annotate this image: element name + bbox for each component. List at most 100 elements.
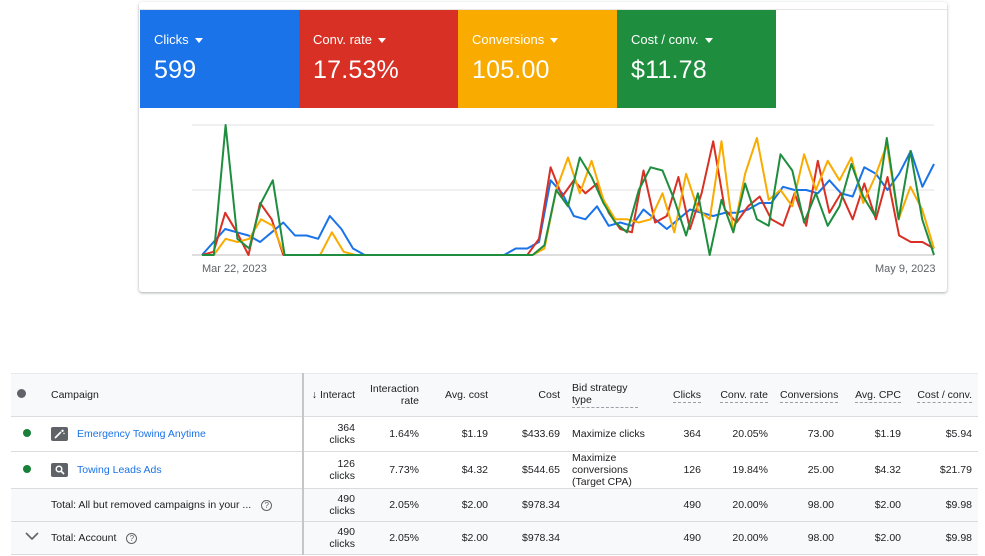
clicks-header[interactable]: Clicks bbox=[644, 373, 707, 417]
wand-icon bbox=[51, 427, 68, 441]
cell-value: 490 bbox=[337, 493, 355, 505]
status-header[interactable] bbox=[11, 373, 45, 417]
header-label: Clicks bbox=[673, 389, 701, 403]
metric-name: Cost / conv. bbox=[631, 32, 699, 47]
conversions-header[interactable]: Conversions bbox=[774, 373, 840, 417]
conversions-cell: 73.00 bbox=[774, 416, 840, 452]
total-label: Total: All but removed campaigns in your… bbox=[51, 499, 252, 511]
cost-cell: $544.65 bbox=[494, 451, 566, 489]
header-label: Interact bbox=[319, 389, 355, 401]
cell-value: 126 bbox=[337, 458, 355, 470]
caret-down-icon[interactable] bbox=[378, 37, 387, 43]
status-dot-icon bbox=[17, 389, 26, 398]
header-label: Bid strategy type bbox=[572, 382, 638, 408]
bid-strategy-header[interactable]: Bid strategy type bbox=[566, 373, 644, 417]
total-label: Total: Account bbox=[51, 532, 117, 544]
conversions-cell: 98.00 bbox=[774, 521, 840, 555]
avg-cpc-cell: $2.00 bbox=[840, 488, 907, 522]
bid-strategy-cell bbox=[566, 488, 644, 522]
cell-unit: clicks bbox=[329, 470, 355, 482]
avg-cpc-cell: $1.19 bbox=[840, 416, 907, 452]
metric-name: Conversions bbox=[472, 32, 545, 47]
interaction-rate-header[interactable]: Interaction rate bbox=[361, 373, 425, 417]
caret-down-icon[interactable] bbox=[194, 37, 203, 43]
avg-cpc-cell: $2.00 bbox=[840, 521, 907, 555]
conversions-cell: 98.00 bbox=[774, 488, 840, 522]
clicks-cell: 364 bbox=[644, 416, 707, 452]
cell-unit: clicks bbox=[329, 434, 355, 446]
cell-value: 364 bbox=[337, 422, 355, 434]
enabled-status-icon bbox=[23, 429, 31, 437]
header-label: Avg. cost bbox=[445, 389, 488, 401]
campaigns-table: Campaign ↓ Interact Interaction rate Avg.… bbox=[11, 373, 978, 555]
metric-value: 599 bbox=[154, 56, 197, 84]
campaign-header[interactable]: Campaign bbox=[45, 373, 304, 417]
header-label: Interaction rate bbox=[369, 383, 419, 407]
campaign-link[interactable]: Emergency Towing Anytime bbox=[77, 428, 206, 440]
cell-unit: clicks bbox=[329, 538, 355, 550]
cell-value: 490 bbox=[337, 526, 355, 538]
header-label: Cost bbox=[538, 389, 560, 401]
performance-chart-card: Clicks 599 Conv. rate 17.53% Conversions… bbox=[139, 2, 947, 292]
conv-rate-cell: 20.00% bbox=[707, 521, 774, 555]
arrow-down-icon: ↓ bbox=[311, 389, 317, 401]
interaction-rate-cell: 7.73% bbox=[361, 451, 425, 489]
avg-cpc-header[interactable]: Avg. CPC bbox=[840, 373, 907, 417]
total-label-cell: Total: Account? bbox=[45, 521, 304, 555]
help-icon[interactable]: ? bbox=[261, 499, 273, 511]
total-label-cell: Total: All but removed campaigns in your… bbox=[45, 488, 304, 522]
conv-rate-cell: 20.05% bbox=[707, 416, 774, 452]
table-row: Towing Leads Ads 126 clicks 7.73% $4.32 $… bbox=[11, 451, 978, 489]
avg-cost-cell: $4.32 bbox=[425, 451, 494, 489]
expand-cell[interactable] bbox=[11, 521, 45, 555]
header-label: Campaign bbox=[51, 389, 99, 401]
metric-name: Clicks bbox=[154, 32, 189, 47]
conv-rate-cell: 19.84% bbox=[707, 451, 774, 489]
campaign-link[interactable]: Towing Leads Ads bbox=[77, 464, 162, 476]
table-header-row: Campaign ↓ Interact Interaction rate Avg.… bbox=[11, 373, 978, 417]
chevron-down-icon[interactable] bbox=[25, 532, 39, 541]
metric-value: 105.00 bbox=[472, 56, 550, 84]
metric-tile-conversions[interactable]: Conversions 105.00 bbox=[458, 10, 617, 108]
bid-strategy-cell: Maximize clicks bbox=[566, 416, 645, 452]
interaction-rate-cell: 2.05% bbox=[361, 488, 425, 522]
metric-tile-cost-per-conv[interactable]: Cost / conv. $11.78 bbox=[617, 10, 776, 108]
avg-cost-cell: $1.19 bbox=[425, 416, 494, 452]
campaign-cell: Towing Leads Ads bbox=[45, 451, 304, 489]
metric-name: Conv. rate bbox=[313, 32, 373, 47]
total-row: Total: All but removed campaigns in your… bbox=[11, 488, 978, 522]
enabled-status-icon bbox=[23, 465, 31, 473]
cost-conv-cell: $9.98 bbox=[907, 521, 978, 555]
conv-rate-cell: 20.00% bbox=[707, 488, 774, 522]
metric-tile-clicks[interactable]: Clicks 599 bbox=[140, 10, 299, 108]
cost-conv-header[interactable]: Cost / conv. bbox=[907, 373, 978, 417]
clicks-cell: 490 bbox=[644, 521, 707, 555]
cost-header[interactable]: Cost bbox=[494, 373, 566, 417]
conv-rate-header[interactable]: Conv. rate bbox=[707, 373, 774, 417]
avg-cost-header[interactable]: Avg. cost bbox=[425, 373, 494, 417]
cost-cell: $433.69 bbox=[494, 416, 566, 452]
caret-down-icon[interactable] bbox=[550, 37, 559, 43]
bid-strategy-link[interactable]: Maximize conversions (Target CPA) bbox=[566, 451, 644, 489]
metric-tile-conv-rate[interactable]: Conv. rate 17.53% bbox=[299, 10, 458, 108]
total-row: Total: Account? 490 clicks 2.05% $2.00 $9… bbox=[11, 521, 978, 555]
status-cell[interactable] bbox=[11, 416, 45, 452]
caret-down-icon[interactable] bbox=[704, 37, 713, 43]
line-chart bbox=[192, 124, 935, 256]
avg-cost-cell: $2.00 bbox=[425, 521, 494, 555]
clicks-cell: 126 bbox=[644, 451, 707, 489]
interactions-header[interactable]: ↓ Interact bbox=[303, 373, 361, 417]
status-cell[interactable] bbox=[11, 451, 45, 489]
cost-conv-cell: $9.98 bbox=[907, 488, 978, 522]
series-line-conversions bbox=[202, 137, 935, 256]
header-label: Conversions bbox=[780, 389, 839, 403]
campaign-cell: Emergency Towing Anytime bbox=[45, 416, 304, 452]
metric-tiles: Clicks 599 Conv. rate 17.53% Conversions… bbox=[140, 10, 776, 108]
help-icon[interactable]: ? bbox=[126, 532, 138, 544]
avg-cpc-cell: $4.32 bbox=[840, 451, 907, 489]
series-line-cost-per-conv bbox=[202, 124, 935, 256]
interactions-cell: 364 clicks bbox=[303, 416, 361, 452]
interactions-cell: 490 clicks bbox=[303, 521, 361, 555]
interactions-cell: 490 clicks bbox=[303, 488, 361, 522]
cell-unit: clicks bbox=[329, 505, 355, 517]
